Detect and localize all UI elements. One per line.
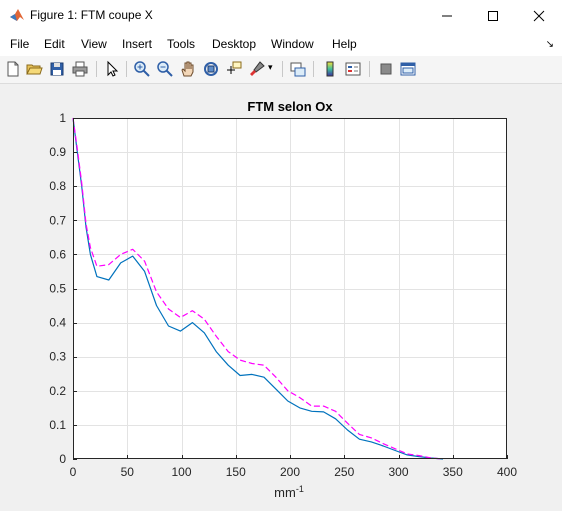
menu-tools[interactable]: Tools bbox=[167, 37, 196, 51]
close-button[interactable] bbox=[516, 0, 562, 31]
x-axis-unit-exponent: -1 bbox=[296, 484, 304, 494]
x-tick-label: 350 bbox=[443, 465, 463, 479]
menu-insert[interactable]: Insert bbox=[122, 37, 153, 51]
figure-toolbar: ▾ bbox=[0, 56, 562, 84]
open-file-icon[interactable] bbox=[25, 60, 43, 78]
zoom-out-icon[interactable] bbox=[156, 60, 174, 78]
toolbar-separator bbox=[369, 61, 370, 77]
menu-edit[interactable]: Edit bbox=[44, 37, 65, 51]
y-tick-label: 0.8 bbox=[49, 179, 66, 193]
link-plot-icon[interactable] bbox=[289, 60, 307, 78]
data-cursor-icon[interactable] bbox=[225, 60, 243, 78]
menu-dock-arrow-icon[interactable]: ↘ bbox=[545, 39, 554, 50]
pan-hand-icon[interactable] bbox=[179, 60, 197, 78]
y-tick-label: 0.1 bbox=[49, 418, 66, 432]
y-tick-label: 0.9 bbox=[49, 145, 66, 159]
x-tick-label: 250 bbox=[334, 465, 354, 479]
toolbar-separator bbox=[313, 61, 314, 77]
y-tick-label: 0.2 bbox=[49, 384, 66, 398]
close-icon bbox=[533, 10, 545, 21]
series-line-1 bbox=[72, 117, 444, 460]
select-arrow-icon[interactable] bbox=[103, 60, 121, 78]
maximize-icon bbox=[488, 10, 498, 21]
menu-bar: File Edit View Insert Tools Desktop Wind… bbox=[0, 31, 562, 56]
maximize-button[interactable] bbox=[470, 0, 516, 31]
matlab-logo-icon bbox=[10, 9, 24, 21]
menu-help[interactable]: Help bbox=[332, 37, 357, 51]
brush-dropdown-icon[interactable]: ▾ bbox=[268, 62, 273, 72]
plot-axes[interactable]: 0 50 100 150 200 250 300 350 400 0 0.1 0.2 0.3 0.4 0.5… bbox=[0, 84, 562, 506]
hide-plot-tools-icon[interactable] bbox=[377, 60, 395, 78]
save-icon[interactable] bbox=[48, 60, 66, 78]
toolbar-separator bbox=[282, 61, 283, 77]
x-tick-label: 100 bbox=[171, 465, 191, 479]
menu-view[interactable]: View bbox=[81, 37, 107, 51]
y-tick-label: 0.3 bbox=[49, 350, 66, 364]
y-tick-label: 0.6 bbox=[49, 247, 66, 261]
y-tick-label: 0.5 bbox=[49, 282, 66, 296]
toolbar-separator bbox=[126, 61, 127, 77]
menu-desktop[interactable]: Desktop bbox=[212, 37, 257, 51]
menu-file[interactable]: File bbox=[10, 37, 30, 51]
y-tick-label: 0.7 bbox=[49, 213, 66, 227]
series-line-2 bbox=[72, 117, 444, 460]
window-title: Figure 1: FTM coupe X bbox=[30, 8, 153, 22]
data-series bbox=[72, 117, 444, 460]
menu-window[interactable]: Window bbox=[271, 37, 314, 51]
x-tick-label: 0 bbox=[70, 465, 77, 479]
title-bar: Figure 1: FTM coupe X bbox=[0, 0, 562, 31]
y-tick-label: 1 bbox=[59, 111, 66, 125]
x-axis-unit: mm bbox=[274, 485, 296, 500]
y-tick-label: 0.4 bbox=[49, 316, 66, 330]
chart-title: FTM selon Ox bbox=[247, 99, 333, 114]
x-tick-label: 300 bbox=[388, 465, 408, 479]
x-axis-label: mm-1 bbox=[274, 484, 304, 500]
rotate-3d-icon[interactable] bbox=[202, 60, 220, 78]
show-plot-tools-icon[interactable] bbox=[399, 60, 417, 78]
print-icon[interactable] bbox=[71, 60, 89, 78]
zoom-in-icon[interactable] bbox=[133, 60, 151, 78]
axis-ticks: 0 50 100 150 200 250 300 350 400 0 0.1 0.2 0.3 0.4 0.5… bbox=[49, 111, 517, 479]
toolbar-separator bbox=[96, 61, 97, 77]
brush-icon[interactable] bbox=[248, 60, 266, 78]
x-tick-label: 200 bbox=[280, 465, 300, 479]
y-tick-label: 0 bbox=[59, 452, 66, 466]
figure-area: 0 50 100 150 200 250 300 350 400 0 0.1 0.2 0.3 0.4 0.5… bbox=[0, 84, 562, 506]
x-tick-label: 400 bbox=[497, 465, 517, 479]
colorbar-icon[interactable] bbox=[321, 60, 339, 78]
x-tick-label: 50 bbox=[121, 465, 135, 479]
minimize-icon bbox=[442, 15, 452, 16]
legend-icon[interactable] bbox=[344, 60, 362, 78]
grid-lines bbox=[73, 118, 507, 459]
x-tick-label: 150 bbox=[226, 465, 246, 479]
minimize-button[interactable] bbox=[424, 0, 470, 31]
new-figure-icon[interactable] bbox=[4, 60, 22, 78]
